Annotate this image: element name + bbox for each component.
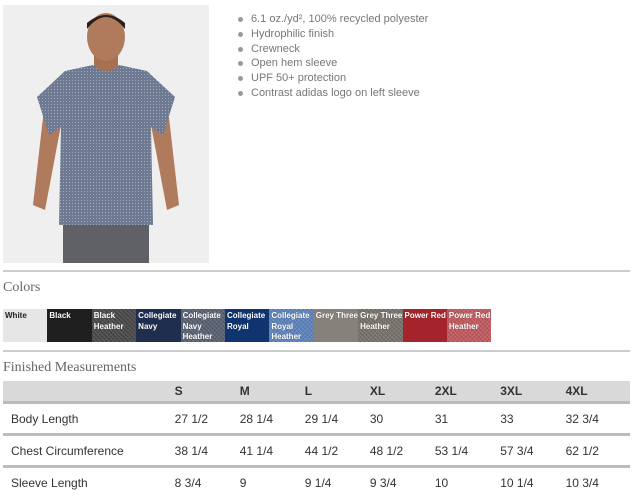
table-row: Sleeve Length 8 3/4 9 9 1/4 9 3/4 10 10 1/4 10 … [3,467,630,497]
size-header: 4XL [564,381,630,404]
measurement-cell: 10 [434,475,449,490]
size-header: S [173,381,239,404]
color-swatch[interactable]: Power Red Heather [447,309,492,342]
measurement-cell: 9 [239,475,247,490]
size-header: 2XL [433,381,500,404]
row-label: Sleeve Length [11,475,88,490]
table-row: Body Length 27 1/2 28 1/4 29 1/4 30 31 33 32 3/… [3,402,630,436]
color-swatches: White Black Black Heather Collegiate Navy Co… [3,309,492,342]
measurement-cell: 27 1/2 [173,402,239,436]
size-header: 3XL [499,381,565,404]
product-photo [3,5,209,263]
measurement-cell: 10 1/4 [500,475,534,490]
measurement-cell: 53 1/4 [433,434,500,468]
color-swatch[interactable]: Collegiate Navy [136,309,181,342]
header-cell [3,381,174,404]
measurement-cell: 44 1/2 [303,434,369,468]
measurement-cell: 31 [433,402,500,436]
feature-item: 6.1 oz./yd², 100% recycled polyester [237,12,428,27]
color-swatch[interactable]: Black [47,309,92,342]
measurement-cell: 62 1/2 [564,434,630,468]
measurement-cell: 32 3/4 [564,402,630,436]
table-header-row: S M L XL 2XL 3XL 4XL [3,381,630,404]
color-swatch[interactable]: Grey Three Heather [358,309,403,342]
feature-list: 6.1 oz./yd², 100% recycled polyester Hyd… [237,12,428,101]
color-swatch[interactable]: Black Heather [92,309,137,342]
divider [3,350,630,352]
colors-title: Colors [3,280,41,295]
feature-item: UPF 50+ protection [237,71,428,86]
size-header: XL [368,381,434,404]
size-header: L [303,381,369,404]
measurement-cell: 10 3/4 [565,475,599,490]
measurement-cell: 48 1/2 [368,434,434,468]
table-row: Chest Circumference 38 1/4 41 1/4 44 1/2 48 … [3,434,630,468]
feature-item: Open hem sleeve [237,56,428,71]
feature-item: Crewneck [237,42,428,57]
measurement-cell: 9 3/4 [369,475,397,490]
model-image [3,5,209,263]
measurement-cell: 28 1/4 [238,402,304,436]
feature-item: Contrast adidas logo on left sleeve [237,86,428,101]
feature-item: Hydrophilic finish [237,27,428,42]
measurement-cell: 30 [368,402,434,436]
measurement-cell: 33 [499,402,565,436]
measurement-cell: 57 3/4 [499,434,565,468]
divider [3,270,630,272]
measurement-cell: 9 1/4 [304,475,332,490]
row-label: Body Length [3,402,174,436]
color-swatch[interactable]: Power Red [402,309,447,342]
color-swatch[interactable]: Collegiate Royal [224,309,270,342]
color-swatch[interactable]: Grey Three [313,309,359,342]
color-swatch[interactable]: Collegiate Royal Heather [269,309,314,342]
measurements-title: Finished Measurements [3,360,137,375]
row-label: Chest Circumference [3,434,174,468]
size-header: M [238,381,304,404]
measurement-cell: 8 3/4 [174,475,202,490]
measurements-table: S M L XL 2XL 3XL 4XL Body Length 27 1/2 28 1/4 29… [3,381,630,497]
color-swatch[interactable]: White [3,309,48,342]
measurement-cell: 38 1/4 [173,434,239,468]
color-swatch[interactable]: Collegiate Navy Heather [181,309,225,342]
measurement-cell: 29 1/4 [303,402,369,436]
measurement-cell: 41 1/4 [238,434,304,468]
